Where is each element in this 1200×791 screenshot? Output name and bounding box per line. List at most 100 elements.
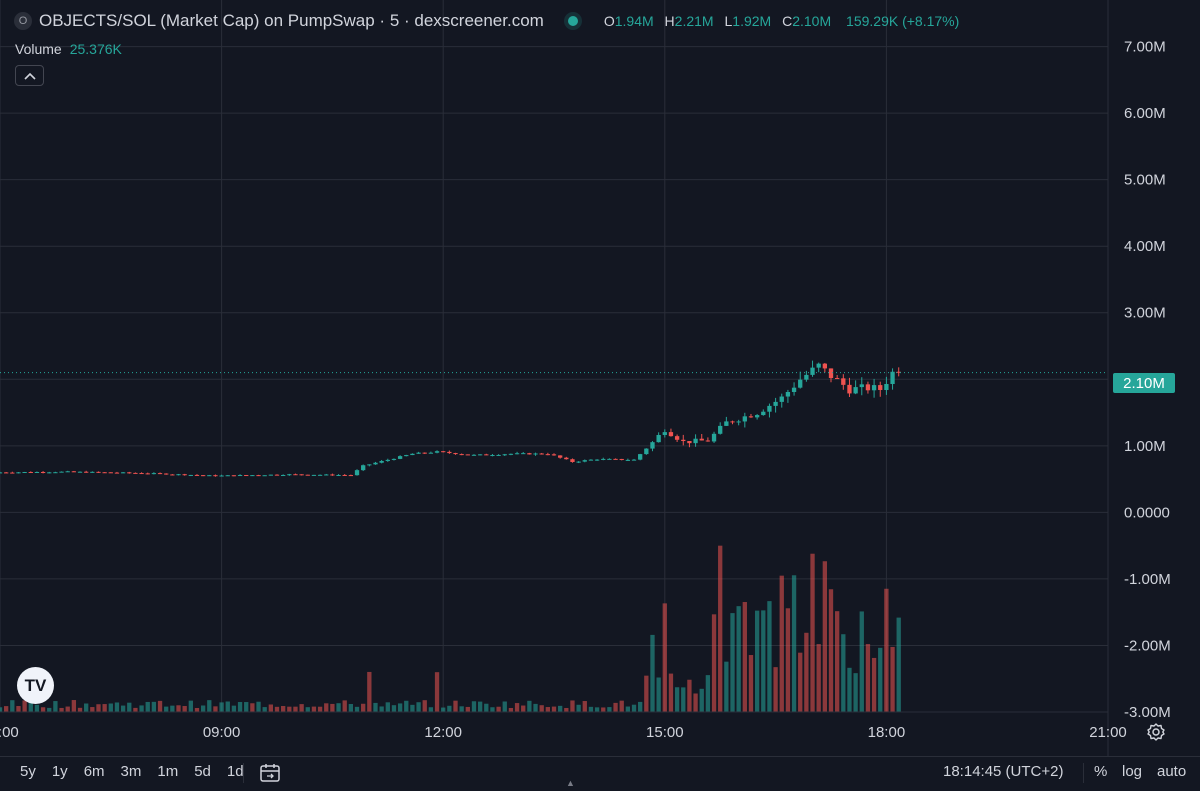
volume-value: 25.376K	[69, 41, 122, 57]
volume-bar	[410, 704, 415, 712]
last-price-tag: 2.10M	[1113, 373, 1175, 393]
candle-body	[798, 379, 803, 388]
candle-body	[231, 475, 237, 477]
candle-body	[120, 472, 126, 474]
candle-body	[342, 474, 347, 476]
volume-bar	[53, 701, 58, 712]
volume-bar	[822, 561, 827, 712]
candle-body	[502, 454, 507, 456]
candle-body	[428, 452, 434, 454]
tradingview-logo-icon[interactable]: TV	[17, 667, 54, 704]
candle-body	[791, 387, 797, 393]
volume-bar	[718, 545, 723, 712]
collapse-legend-button[interactable]	[15, 65, 44, 86]
candle-body	[650, 442, 655, 449]
candle-body	[773, 401, 778, 406]
volume-bar	[182, 706, 187, 712]
volume-bar	[736, 606, 741, 712]
price-axis[interactable]: 7.00M6.00M5.00M4.00M3.00M2.00M1.00M0.000…	[1124, 39, 1171, 721]
time-tick-label: 06:00	[0, 724, 19, 741]
volume-bar	[447, 705, 452, 712]
bottom-toolbar: 5y 1y 6m 3m 1m 5d 1d 18:14:45 (UTC+2) % …	[0, 756, 1200, 791]
candle-body	[4, 472, 9, 474]
candle-body	[638, 454, 643, 460]
range-1y-button[interactable]: 1y	[51, 763, 68, 780]
volume-bar	[742, 602, 747, 712]
candle-body	[859, 384, 864, 388]
percent-scale-toggle[interactable]: %	[1094, 763, 1108, 780]
candle-body	[711, 433, 717, 442]
candle-body	[262, 475, 267, 477]
volume-bar	[619, 700, 624, 712]
volume-bar	[127, 702, 132, 712]
candle-body	[379, 460, 384, 463]
volume-legend: Volume 25.376K	[15, 41, 122, 57]
clock-timezone[interactable]: 18:14:45 (UTC+2)	[943, 763, 1064, 780]
candle-body	[878, 385, 883, 391]
candle-body	[693, 438, 698, 444]
settings-gear-icon[interactable]	[1146, 722, 1166, 742]
range-1d-button[interactable]: 1d	[226, 763, 244, 780]
volume-bar	[699, 688, 704, 712]
volume-bar	[200, 705, 206, 712]
candle-body	[754, 415, 760, 418]
range-5y-button[interactable]: 5y	[20, 763, 36, 780]
volume-bar	[804, 632, 809, 712]
log-scale-toggle[interactable]: log	[1122, 763, 1143, 780]
volume-bar	[133, 707, 138, 712]
volume-bar	[841, 634, 846, 712]
candle-body	[250, 475, 255, 477]
volume-bar	[90, 707, 95, 712]
volume-bar	[687, 679, 692, 712]
candle-body	[299, 474, 304, 476]
candle-body	[668, 432, 674, 437]
range-6m-button[interactable]: 6m	[83, 763, 105, 780]
candle-body	[570, 459, 575, 463]
candle-body	[71, 471, 77, 473]
volume-bar	[40, 707, 46, 712]
volume-bar	[816, 644, 821, 712]
volume-bar	[681, 687, 686, 712]
volume-bar	[77, 707, 83, 712]
range-1m-button[interactable]: 1m	[157, 763, 179, 780]
volume-bar	[662, 603, 667, 712]
calendar-icon[interactable]	[258, 762, 282, 784]
chart-title[interactable]: OBJECTS/SOL (Market Cap) on PumpSwap · 5…	[39, 11, 544, 30]
candle-body	[465, 454, 470, 456]
close-label: C	[782, 13, 793, 29]
candle-body	[539, 453, 544, 455]
auto-scale-toggle[interactable]: auto	[1157, 763, 1187, 780]
candle-body	[391, 458, 397, 460]
volume-bar	[188, 700, 193, 712]
candle-body	[188, 474, 193, 476]
time-tick-label: 18:00	[868, 724, 906, 741]
candle-body	[274, 474, 280, 476]
volume-bar	[256, 701, 261, 712]
range-5d-button[interactable]: 5d	[194, 763, 211, 780]
range-3m-button[interactable]: 3m	[120, 763, 142, 780]
time-tick-label: 15:00	[646, 724, 684, 741]
volume-bar	[219, 702, 224, 712]
scroll-up-arrow-icon[interactable]: ▲	[566, 778, 575, 788]
volume-bar	[65, 706, 70, 712]
time-tick-label: 12:00	[424, 724, 462, 741]
candle-body	[521, 453, 526, 455]
candle-body	[373, 462, 378, 465]
volume-bar	[0, 707, 3, 712]
volume-bar	[853, 673, 858, 712]
candle-body	[576, 461, 581, 463]
candle-body	[601, 458, 606, 460]
candle-body	[453, 453, 458, 455]
candle-body	[287, 474, 292, 476]
chart-canvas[interactable]: 7.00M6.00M5.00M4.00M3.00M2.00M1.00M0.000…	[0, 0, 1200, 756]
volume-bar	[514, 703, 520, 712]
volume-bar	[145, 701, 150, 712]
candle-body	[588, 459, 594, 461]
volume-bar	[361, 703, 366, 712]
open-value: 1.94M	[614, 13, 654, 29]
volume-bar	[348, 704, 354, 712]
volume-bar	[527, 700, 532, 712]
candle-body	[213, 475, 218, 477]
volume-bar	[422, 700, 427, 712]
